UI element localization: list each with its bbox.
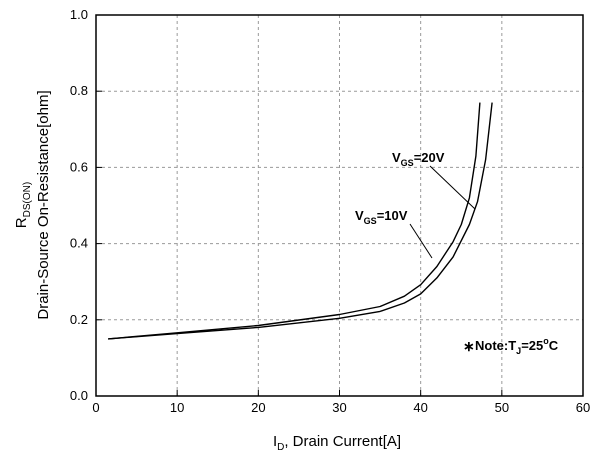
series-line-vgs20 (108, 102, 481, 340)
note-asterisk: ∗ (463, 338, 475, 354)
annotation-arrow-vgs10 (409, 223, 433, 259)
x-axis-title: ID, Drain Current[A] (273, 433, 401, 453)
x-tick-label: 10 (170, 400, 184, 415)
plot-frame (95, 14, 584, 397)
x-tick-labels: 0 10 20 30 40 50 60 (92, 400, 590, 415)
y-axis-title-line1: RDS(ON) (13, 182, 33, 228)
x-tick-label: 20 (251, 400, 265, 415)
y-axis-title-line2: Drain-Source On-Resistance[ohm] (35, 90, 52, 319)
y-tick-labels: 0.0 0.2 0.4 0.6 0.8 1.0 (70, 7, 88, 403)
y-tick-label: 0.4 (70, 236, 88, 251)
x-tick-label: 50 (495, 400, 509, 415)
annotation-vgs20: VGS=20V (392, 150, 445, 168)
series-line-vgs10 (108, 102, 493, 340)
y-tick-label: 0.6 (70, 159, 88, 174)
x-tick-label: 30 (332, 400, 346, 415)
y-tick-label: 0.8 (70, 83, 88, 98)
annotation-arrow-vgs20 (429, 165, 476, 210)
annotation-vgs10: VGS=10V (355, 208, 408, 226)
x-tick-label: 0 (92, 400, 99, 415)
note-temperature: Note:TJ=25oC (475, 336, 559, 356)
series-group (108, 102, 493, 340)
y-tick-label: 0.2 (70, 312, 88, 327)
y-tick-label: 1.0 (70, 7, 88, 22)
x-tick-label: 40 (413, 400, 427, 415)
y-tick-label: 0.0 (70, 388, 88, 403)
x-tick-label: 60 (576, 400, 590, 415)
